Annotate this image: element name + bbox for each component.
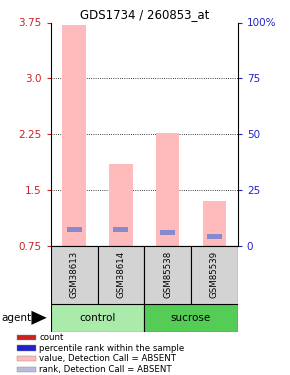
Text: sucrose: sucrose — [171, 313, 211, 323]
Text: GSM38614: GSM38614 — [116, 251, 125, 298]
Bar — [17, 345, 36, 351]
Bar — [17, 367, 36, 372]
Bar — [191, 246, 238, 304]
Bar — [207, 234, 222, 239]
Text: percentile rank within the sample: percentile rank within the sample — [39, 344, 184, 352]
Bar — [144, 246, 191, 304]
Text: GSM85538: GSM85538 — [163, 251, 172, 298]
Text: count: count — [39, 333, 64, 342]
Bar — [113, 227, 128, 232]
Title: GDS1734 / 260853_at: GDS1734 / 260853_at — [79, 8, 209, 21]
Bar — [62, 25, 86, 246]
Bar — [17, 334, 36, 340]
Bar — [160, 230, 175, 235]
Bar — [66, 227, 82, 232]
Bar — [17, 356, 36, 362]
Bar — [156, 134, 179, 246]
Text: control: control — [79, 313, 116, 323]
Polygon shape — [31, 311, 47, 325]
Text: value, Detection Call = ABSENT: value, Detection Call = ABSENT — [39, 354, 176, 363]
Bar — [97, 246, 144, 304]
Text: GSM85539: GSM85539 — [210, 251, 219, 298]
Text: GSM38613: GSM38613 — [70, 251, 79, 298]
Text: rank, Detection Call = ABSENT: rank, Detection Call = ABSENT — [39, 365, 172, 374]
Bar — [51, 304, 144, 332]
Text: agent: agent — [1, 313, 32, 323]
Bar — [144, 304, 238, 332]
Bar — [51, 246, 97, 304]
Bar — [109, 164, 133, 246]
Bar — [203, 201, 226, 246]
